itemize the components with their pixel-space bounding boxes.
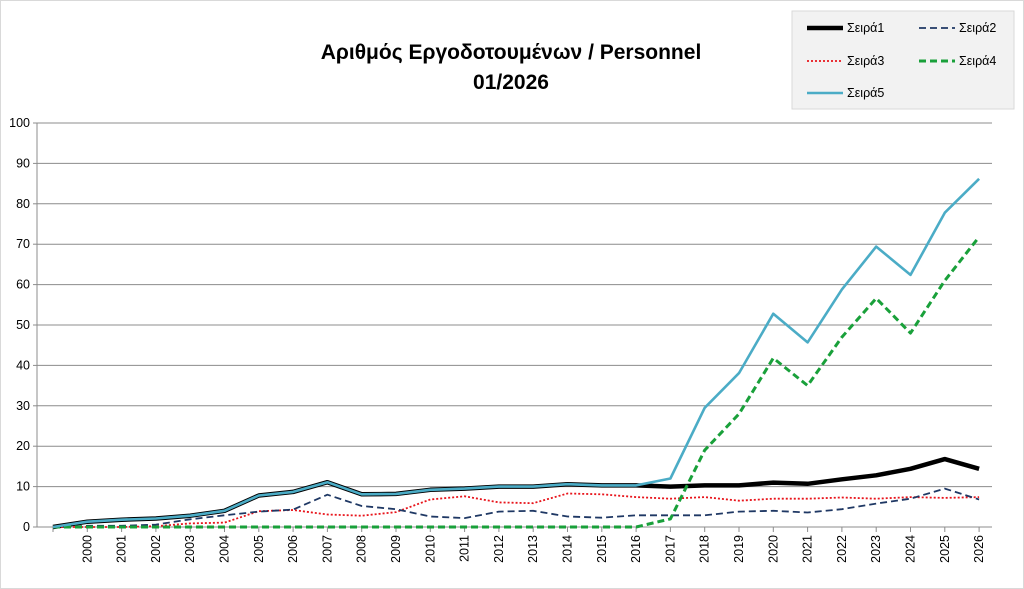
legend-label-4: Σειρά4 [959,54,996,68]
x-tick-label: 2004 [218,535,232,563]
axes [33,122,992,532]
x-tick-label: 2025 [938,535,952,563]
chart-title-line-1: Αριθμός Εργοδοτουμένων / Personnel [321,41,702,64]
series-lines [52,177,981,530]
legend: Σειρά1 Σειρά2 Σειρά3 Σειρά4 Σειρά5 [791,10,1015,110]
x-tick-label: 2015 [595,535,609,563]
y-tick-label: 30 [16,399,30,413]
chart-title-line-2: 01/2026 [473,71,549,94]
x-tick-label: 2003 [183,535,197,563]
gridlines [37,122,992,488]
legend-label-2: Σειρά2 [959,21,996,35]
x-tick-label: 2023 [869,535,883,563]
x-tick-label: 2009 [389,535,403,563]
series-line-4 [53,235,981,529]
y-tick-label: 60 [16,278,30,292]
x-tick-label: 2022 [835,535,849,563]
x-tick-label: 2005 [252,535,266,563]
y-tick-label: 50 [16,318,30,332]
x-tick-label: 2021 [801,535,815,563]
x-tick-label: 2018 [698,535,712,563]
x-tick-label: 2026 [972,535,986,563]
y-tick-label: 20 [16,439,30,453]
x-tick-label: 2019 [732,535,746,563]
x-tick-label: 2014 [561,535,575,563]
series-line-3 [53,492,980,528]
y-tick-label: 90 [16,156,30,170]
y-tick-label: 10 [16,480,30,494]
series-line-1 [52,456,980,530]
y-tick-label: 40 [16,358,30,372]
x-tick-label: 2013 [526,535,540,563]
y-tick-label: 80 [16,197,30,211]
legend-label-1: Σειρά1 [847,21,884,35]
chart-title: Αριθμός Εργοδοτουμένων / Personnel 01/20… [321,41,702,94]
series-line-5 [52,177,981,529]
y-tick-label: 0 [23,520,30,534]
x-tick-label: 2012 [492,535,506,563]
y-tick-label: 100 [9,116,30,130]
y-tick-label: 70 [16,237,30,251]
x-tick-label: 2011 [458,535,472,562]
x-tick-label: 2016 [629,535,643,563]
x-tick-label: 2010 [423,535,437,563]
x-tick-label: 2001 [115,535,129,563]
x-tick-label: 2017 [663,535,677,563]
x-tick-label: 2020 [766,535,780,563]
x-tick-label: 2000 [80,535,94,563]
x-tick-label: 2024 [904,535,918,563]
legend-label-5: Σειρά5 [847,86,884,100]
series-line-2 [52,487,980,528]
tick-labels: 0 10 20 30 40 50 60 70 80 90 100 2000 2001 2002 2003 20… [9,116,986,563]
x-tick-label: 2006 [286,535,300,563]
legend-label-3: Σειρά3 [847,54,884,68]
x-tick-label: 2002 [149,535,163,563]
x-tick-label: 2007 [320,535,334,563]
x-tick-label: 2008 [355,535,369,563]
